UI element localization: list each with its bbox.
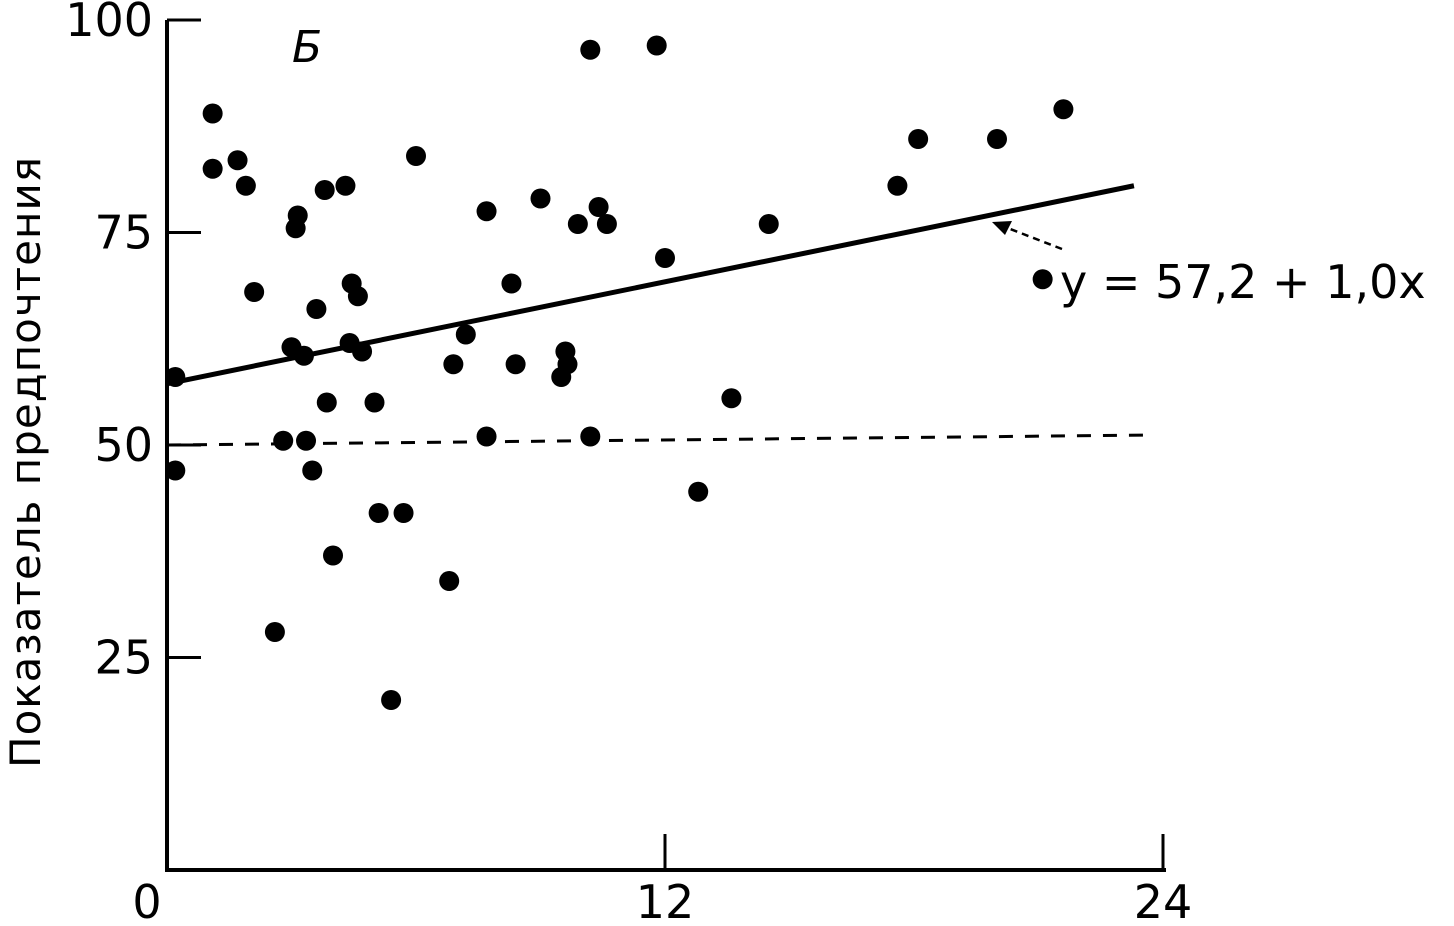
regression-equation-label: y = 57,2 + 1,0x <box>1060 255 1426 309</box>
data-point <box>393 503 414 523</box>
data-point <box>443 354 464 375</box>
panel-label: Б <box>292 22 322 73</box>
data-point <box>758 214 779 234</box>
y-tick-label: 100 <box>65 0 153 47</box>
data-point <box>530 188 551 209</box>
data-point <box>406 146 426 166</box>
data-point <box>302 460 323 481</box>
data-point <box>1032 269 1053 290</box>
equation-arrow <box>992 221 1063 251</box>
data-point <box>165 367 186 387</box>
data-point <box>293 345 314 366</box>
data-point <box>439 571 460 591</box>
data-point <box>314 180 335 200</box>
data-point <box>505 354 526 375</box>
data-point <box>501 273 522 294</box>
data-point <box>908 129 929 149</box>
data-point <box>567 214 588 234</box>
axes <box>165 20 1166 872</box>
data-point <box>368 503 389 523</box>
data-point <box>721 388 742 409</box>
data-point <box>887 175 908 196</box>
data-point <box>202 158 223 179</box>
data-point <box>987 129 1007 149</box>
data-points <box>165 35 1074 710</box>
x-tick-label: 12 <box>636 875 695 926</box>
x-tick-label: 24 <box>1134 875 1193 926</box>
data-point <box>455 324 476 345</box>
data-point <box>306 299 327 319</box>
data-point <box>323 545 343 566</box>
tick-labels: 25 50 75 100 0 12 24 <box>65 0 1192 926</box>
data-point <box>352 341 373 362</box>
data-point <box>244 282 265 302</box>
data-point <box>202 103 223 124</box>
data-point <box>596 214 617 234</box>
data-point <box>364 392 385 413</box>
data-point <box>580 426 601 447</box>
y-tick-label: 75 <box>94 206 153 260</box>
y-axis-title: Показатель предпочтения <box>1 156 50 768</box>
x-tick-label: 0 <box>132 875 161 926</box>
y-tick-label: 50 <box>94 418 153 472</box>
y-tick-label: 25 <box>94 631 153 685</box>
data-point <box>235 175 256 196</box>
data-point <box>381 690 402 710</box>
ticks <box>167 18 1165 870</box>
data-point <box>335 175 356 196</box>
data-point <box>580 39 601 60</box>
data-point <box>296 430 317 451</box>
data-point <box>1053 99 1074 120</box>
data-point <box>688 481 709 502</box>
data-point <box>287 205 308 226</box>
data-point <box>347 286 368 307</box>
regression-line <box>166 183 1135 387</box>
data-point <box>588 197 609 217</box>
data-point <box>273 430 294 451</box>
data-point <box>655 248 675 268</box>
data-point <box>557 354 578 375</box>
data-point <box>316 392 337 413</box>
data-point <box>227 150 248 171</box>
reference-line-50 <box>166 433 1155 447</box>
data-point <box>646 35 667 56</box>
data-point <box>264 622 285 642</box>
data-point <box>165 460 186 481</box>
data-point <box>476 201 497 222</box>
data-point <box>476 426 497 447</box>
